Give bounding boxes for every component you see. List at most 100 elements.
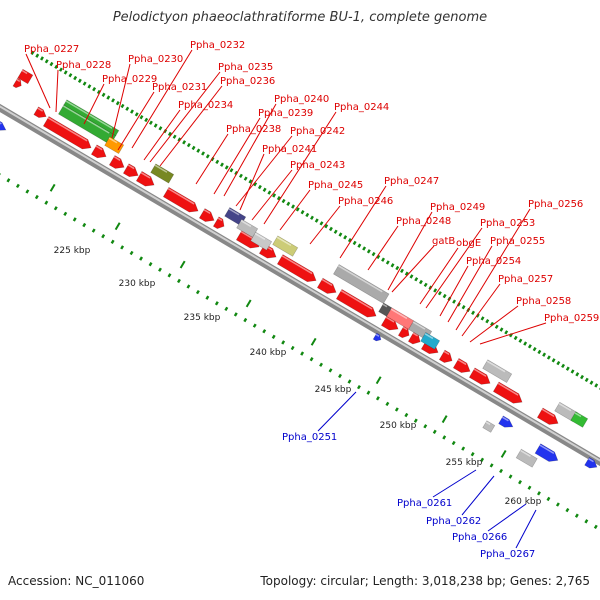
gene-label-reverse: Ppha_0266 [452,532,507,543]
tick-outer [58,67,63,72]
gene-label-forward: Ppha_0228 [56,60,111,71]
tick-inner [281,340,286,345]
leader-line [391,245,435,293]
gene-label-forward: Ppha_0227 [24,44,79,55]
leader-line [159,85,223,167]
tick-outer [257,184,262,190]
gene-label-reverse: Ppha_0262 [426,516,481,527]
cds-forward [135,170,155,187]
tick-inner [120,245,125,250]
gene-label-forward: Ppha_0249 [430,202,485,213]
tick-outer [523,341,528,346]
tick-outer [120,103,125,109]
tick-outer [101,92,106,97]
tick-outer [404,271,409,276]
tick-inner [432,429,437,435]
tick-outer [532,346,537,352]
leader-line [339,185,387,259]
tick-inner [565,507,570,513]
gene-block [420,332,441,350]
tick-outer [148,120,153,125]
tick-outer [125,106,130,111]
scale-label: 245 kbp [315,385,352,395]
gene-block [482,359,513,383]
tick-outer [504,330,509,335]
tick-inner [584,519,589,524]
tick-outer [366,249,371,254]
tick-outer [433,288,438,293]
tick-outer [414,277,419,282]
tick-outer [106,95,111,100]
gene-label-forward: Ppha_0255 [490,236,545,247]
cds-forward [12,77,22,89]
cds-forward [42,116,92,150]
tick-outer [205,154,210,159]
leader-line [239,153,265,211]
tick-outer [201,151,206,156]
tick-inner [72,217,77,222]
cds-forward [276,254,317,283]
tick-inner [442,435,447,440]
tick-inner [177,278,181,284]
tick-outer [385,260,390,265]
cds-forward [468,367,491,385]
major-tick [49,183,56,192]
tick-outer [73,75,78,81]
gene-block [482,420,496,433]
gene-label-reverse: Ppha_0267 [480,549,535,560]
tick-outer [499,327,504,332]
scale-label: 240 kbp [250,348,287,358]
tick-outer [419,279,423,285]
leader-line [461,475,495,516]
tick-inner [423,424,428,429]
tick-outer [253,182,258,187]
tick-outer [35,53,40,58]
gene-label-forward: Ppha_0229 [102,74,157,85]
gene-label-forward: Ppha_0247 [384,176,439,187]
tick-outer [172,134,177,139]
tick-outer [248,179,253,184]
tick-inner [82,222,87,228]
tick-outer [494,324,499,329]
leader-line [432,469,477,498]
tick-outer [68,73,73,78]
tick-inner [205,295,210,300]
tick-outer [196,148,201,153]
tick-inner [34,194,39,200]
tick-inner [555,502,560,507]
tick-inner [489,463,494,468]
tick-outer [452,299,457,304]
tick-outer [158,126,163,131]
major-tick [179,260,186,269]
misc-block [272,235,299,257]
tick-outer [262,187,267,192]
leader-line [25,53,51,109]
cds-forward [90,144,107,159]
tick-outer [362,246,367,251]
tick-outer [546,355,551,360]
gene-block [236,218,259,238]
leader-line [461,283,501,337]
gene-label-forward: Ppha_0258 [516,296,571,307]
tick-inner [470,452,475,457]
gene-label-forward: Ppha_0253 [480,218,535,229]
tick-outer [437,291,442,296]
tick-inner [593,524,598,530]
tick-outer [485,319,490,324]
gene-label-forward: Ppha_0234 [178,100,233,111]
tick-outer [30,50,35,56]
tick-outer [82,81,87,86]
gene-label-forward: Ppha_0235 [218,62,273,73]
cds-forward [122,163,139,178]
tick-inner [290,345,295,351]
tick-inner [375,396,380,401]
tick-outer [134,112,139,117]
tick-outer [542,352,547,357]
leader-line [309,205,341,245]
tick-outer [357,243,362,248]
leader-line [279,189,311,231]
tick-outer [49,61,54,67]
gene-label-forward: obgE [456,238,481,249]
tick-outer [130,109,134,114]
tick-inner [44,200,49,205]
